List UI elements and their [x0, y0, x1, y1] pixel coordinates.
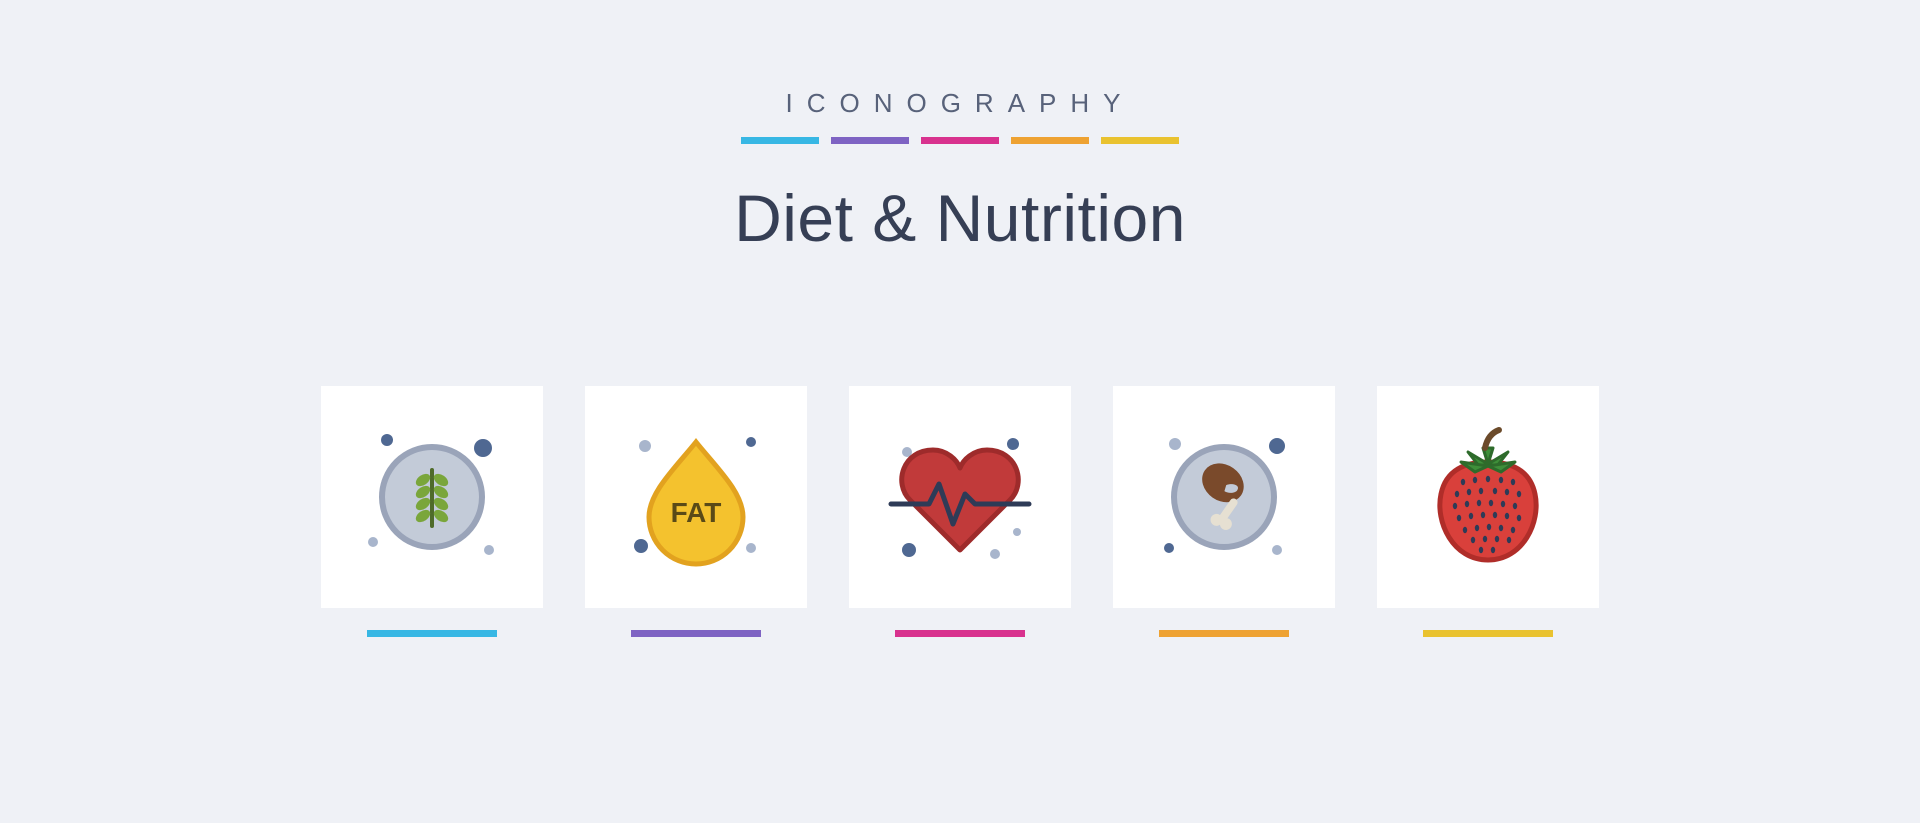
sparkle-dot — [484, 545, 494, 555]
color-bar-3 — [921, 137, 999, 144]
sparkle-dot — [902, 543, 916, 557]
color-bar-4 — [1011, 137, 1089, 144]
sparkle-dot — [368, 537, 378, 547]
strawberry-stem — [1485, 430, 1499, 448]
brand-color-bars — [734, 137, 1186, 144]
color-bar-2 — [831, 137, 909, 144]
icon-tile — [321, 386, 543, 608]
color-bar-5 — [1101, 137, 1179, 144]
icon-card — [1113, 386, 1335, 637]
icon-card: FAT — [585, 386, 807, 637]
icon-card — [849, 386, 1071, 637]
icon-card — [321, 386, 543, 637]
sparkle-dot — [746, 437, 756, 447]
sparkle-dot — [1169, 438, 1181, 450]
color-bar-1 — [741, 137, 819, 144]
strawberry-icon — [1413, 422, 1563, 572]
heart-pulse-icon — [885, 422, 1035, 572]
sparkle-dot — [1013, 528, 1021, 536]
card-underline — [895, 630, 1025, 637]
sparkle-dot — [474, 439, 492, 457]
icon-tile — [849, 386, 1071, 608]
sparkle-dot — [1272, 545, 1282, 555]
header: ICONOGRAPHY Diet & Nutrition — [734, 88, 1186, 256]
icon-tile — [1377, 386, 1599, 608]
card-underline — [367, 630, 497, 637]
sparkle-dot — [381, 434, 393, 446]
sparkle-dot — [639, 440, 651, 452]
sparkle-dot — [1007, 438, 1019, 450]
card-underline — [631, 630, 761, 637]
sparkle-dot — [1269, 438, 1285, 454]
brand-label: ICONOGRAPHY — [734, 88, 1186, 119]
sparkle-dot — [746, 543, 756, 553]
icon-tile — [1113, 386, 1335, 608]
icon-card — [1377, 386, 1599, 637]
no-wheat-icon — [357, 422, 507, 572]
sparkle-dot — [634, 539, 648, 553]
fat-drop-icon: FAT — [621, 422, 771, 572]
card-underline — [1423, 630, 1553, 637]
page-title: Diet & Nutrition — [734, 180, 1186, 256]
sparkle-dot — [1164, 543, 1174, 553]
icon-card-row: FAT — [321, 386, 1599, 637]
icon-tile: FAT — [585, 386, 807, 608]
card-underline — [1159, 630, 1289, 637]
no-meat-icon — [1149, 422, 1299, 572]
fat-label: FAT — [671, 497, 722, 528]
sparkle-dot — [990, 549, 1000, 559]
